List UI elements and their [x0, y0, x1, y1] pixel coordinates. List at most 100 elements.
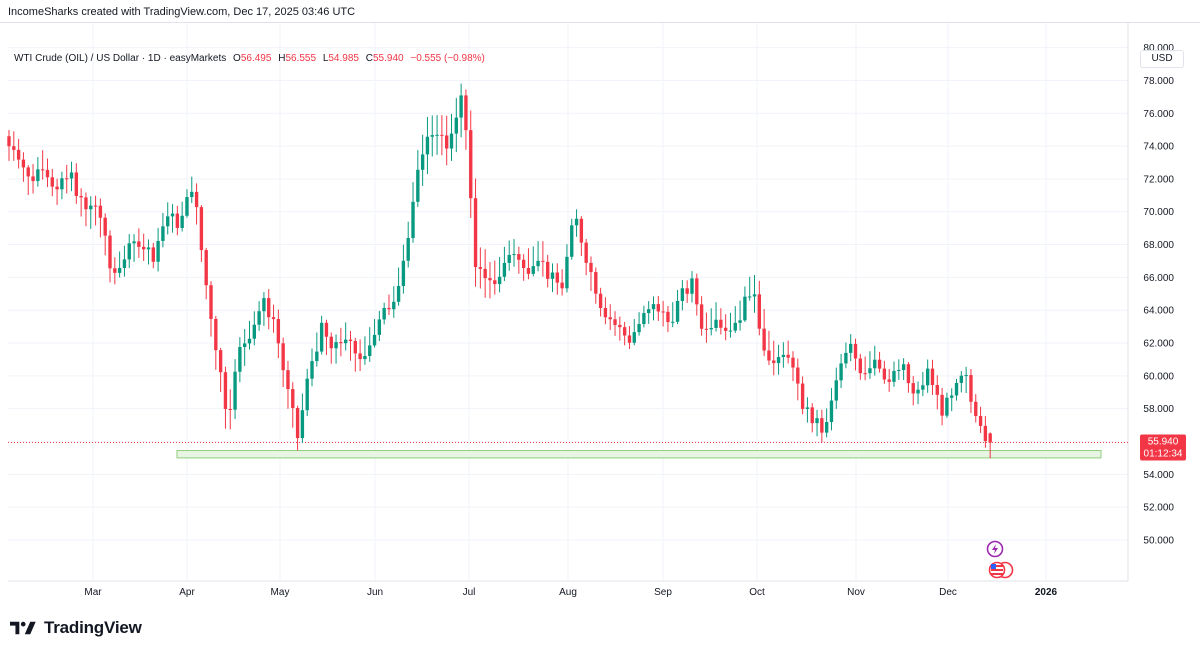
candle-body [238, 347, 242, 372]
candle-body [7, 136, 11, 147]
lightning-bolt-glyph [992, 544, 998, 554]
candle-body [642, 313, 646, 325]
candle-body [382, 308, 386, 320]
candle-body [978, 415, 983, 426]
candle-body [50, 177, 54, 187]
candle-body [185, 197, 189, 216]
candle-body [974, 401, 978, 416]
candle-body [137, 241, 141, 247]
candle-body [36, 169, 40, 182]
flag-stripe [991, 565, 1003, 567]
legend-close-value: 55.940 [372, 53, 404, 64]
candle-body [906, 364, 911, 384]
candle-body [709, 327, 713, 330]
candle-body [810, 407, 814, 424]
candle-body [420, 154, 425, 170]
candle-body [281, 343, 285, 371]
candle-body [887, 379, 891, 382]
candle-body [194, 191, 199, 208]
candle-body [329, 336, 333, 349]
candle-body [425, 136, 430, 155]
chart-pane[interactable]: 80.000 78.000 76.000 74.000 72.000 70.000 68.0… [0, 22, 1200, 603]
legend-open-label: O [233, 53, 241, 64]
candle-body [844, 352, 848, 364]
candle-body [507, 254, 511, 263]
y-tick-label: 80.000 [1143, 43, 1174, 54]
candle-body [353, 340, 357, 354]
candle-body [651, 304, 656, 310]
candle-body [781, 354, 786, 358]
candle-body [839, 363, 843, 381]
legend-change-value: −0.555 (−0.98%) [410, 53, 485, 64]
y-tick-label: 62.000 [1143, 339, 1174, 350]
candle-body [849, 343, 853, 353]
candle-body [517, 254, 521, 260]
candle-body [555, 272, 559, 283]
legend-low-label: L [322, 53, 329, 64]
candle-body [815, 418, 819, 424]
candle-body [637, 324, 641, 333]
support-zone-rectangle[interactable] [176, 450, 1102, 459]
bar-countdown-timer: 01:12:34 [1144, 448, 1183, 459]
candle-body [723, 327, 728, 331]
candle-body [584, 242, 588, 263]
candlestick-chart[interactable]: 80.000 78.000 76.000 74.000 72.000 70.000 68.0… [0, 23, 1200, 603]
candle-body [459, 95, 463, 118]
candle-body [541, 260, 545, 262]
candle-body [204, 250, 208, 286]
candle-body [824, 422, 829, 433]
candle-body [214, 318, 218, 351]
candle-body [748, 296, 752, 298]
candle-body [74, 172, 79, 196]
candle-body [911, 383, 915, 394]
candle-body [661, 311, 665, 313]
candle-body [300, 410, 305, 439]
y-tick-label: 68.000 [1143, 240, 1174, 251]
candle-body [103, 217, 107, 236]
y-tick-label: 72.000 [1143, 174, 1174, 185]
candle-body [704, 328, 709, 330]
candle-body [791, 357, 795, 368]
candle-body [339, 342, 343, 344]
candle-body [435, 134, 439, 136]
candle-body [252, 324, 256, 339]
candle-body [897, 369, 901, 371]
candle-body [276, 319, 281, 344]
candle-body [805, 407, 810, 409]
candle-body [570, 225, 574, 257]
candle-body [959, 375, 964, 383]
tradingview-logo[interactable]: TradingView [10, 618, 142, 638]
candle-body [762, 328, 766, 351]
candle-body [132, 241, 136, 244]
candle-body [348, 339, 353, 341]
symbol-legend[interactable]: WTI Crude (OIL) / US Dollar · 1D · easyM… [14, 53, 485, 64]
candle-body [690, 278, 694, 294]
candle-body [473, 198, 478, 268]
candle-body [873, 359, 877, 369]
candle-body [940, 394, 944, 416]
candle-body [512, 254, 516, 256]
candle-body [502, 262, 507, 277]
candle-body [170, 213, 175, 217]
x-tick-label: Aug [559, 587, 577, 598]
candle-body [627, 335, 632, 343]
candle-body [372, 334, 377, 346]
candle-body [969, 375, 973, 402]
candle-body [921, 385, 925, 390]
candle-body [565, 256, 569, 289]
currency-selector[interactable]: USD [1140, 50, 1184, 68]
y-tick-label: 76.000 [1143, 109, 1174, 120]
candle-body [315, 351, 319, 362]
candle-body [454, 117, 458, 134]
candle-body [536, 260, 540, 267]
candle-body [695, 278, 699, 305]
candle-body [964, 375, 968, 377]
candle-body [858, 358, 863, 374]
legend-open-value: 56.495 [240, 53, 272, 64]
candle-body [98, 205, 103, 218]
symbol-name[interactable]: WTI Crude (OIL) / US Dollar · 1D · easyM… [14, 53, 227, 64]
flag-canton [991, 564, 996, 569]
last-price-badge [1140, 434, 1186, 461]
chart-attribution: IncomeSharks created with TradingView.co… [8, 6, 356, 18]
candle-body [151, 247, 155, 262]
